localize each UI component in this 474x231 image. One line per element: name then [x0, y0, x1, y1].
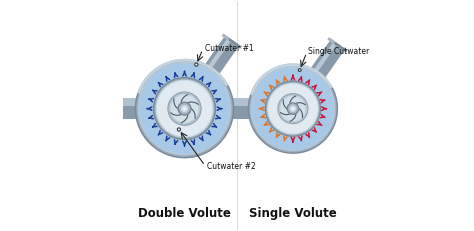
Polygon shape	[220, 95, 223, 122]
Polygon shape	[328, 37, 336, 44]
Circle shape	[168, 92, 201, 125]
Circle shape	[177, 128, 181, 131]
Circle shape	[169, 93, 200, 124]
Circle shape	[154, 78, 215, 140]
Circle shape	[170, 94, 199, 123]
Polygon shape	[110, 98, 143, 119]
Circle shape	[289, 104, 297, 113]
Polygon shape	[220, 95, 223, 105]
Circle shape	[183, 107, 186, 110]
Circle shape	[155, 79, 214, 138]
Polygon shape	[222, 33, 242, 49]
Circle shape	[281, 97, 305, 121]
Circle shape	[136, 60, 234, 158]
Polygon shape	[107, 95, 110, 105]
Polygon shape	[110, 98, 143, 106]
Polygon shape	[310, 41, 344, 80]
Circle shape	[156, 80, 213, 137]
Circle shape	[291, 106, 295, 111]
Circle shape	[287, 103, 299, 114]
Polygon shape	[206, 39, 230, 71]
Text: Cutwater #1: Cutwater #1	[205, 44, 254, 53]
Polygon shape	[328, 37, 347, 52]
Text: Cutwater #2: Cutwater #2	[207, 162, 256, 171]
Circle shape	[267, 83, 319, 134]
Circle shape	[154, 78, 215, 140]
Circle shape	[178, 102, 191, 115]
Circle shape	[140, 64, 229, 153]
Circle shape	[182, 106, 187, 112]
Circle shape	[138, 63, 231, 155]
Circle shape	[298, 69, 301, 71]
Circle shape	[266, 82, 319, 135]
Circle shape	[278, 94, 308, 124]
Circle shape	[155, 79, 214, 138]
Polygon shape	[203, 37, 238, 77]
Circle shape	[269, 85, 317, 133]
Circle shape	[137, 61, 232, 156]
Polygon shape	[312, 43, 336, 75]
Circle shape	[157, 82, 211, 136]
Circle shape	[268, 83, 318, 134]
Circle shape	[251, 67, 335, 150]
Circle shape	[280, 96, 306, 122]
Polygon shape	[223, 98, 255, 119]
Polygon shape	[223, 98, 255, 106]
Circle shape	[155, 80, 213, 137]
Polygon shape	[107, 95, 110, 122]
Circle shape	[172, 95, 198, 122]
Circle shape	[292, 107, 294, 110]
Circle shape	[250, 65, 336, 152]
Circle shape	[248, 64, 337, 153]
Circle shape	[265, 81, 320, 136]
Text: Double Volute: Double Volute	[138, 207, 231, 220]
Circle shape	[279, 94, 307, 123]
Circle shape	[265, 81, 320, 136]
Polygon shape	[222, 33, 230, 40]
Circle shape	[180, 104, 189, 113]
Circle shape	[253, 68, 333, 149]
Text: Single Volute: Single Volute	[249, 207, 337, 220]
Circle shape	[266, 82, 319, 135]
Circle shape	[195, 63, 198, 66]
Text: Single Cutwater: Single Cutwater	[308, 47, 369, 56]
